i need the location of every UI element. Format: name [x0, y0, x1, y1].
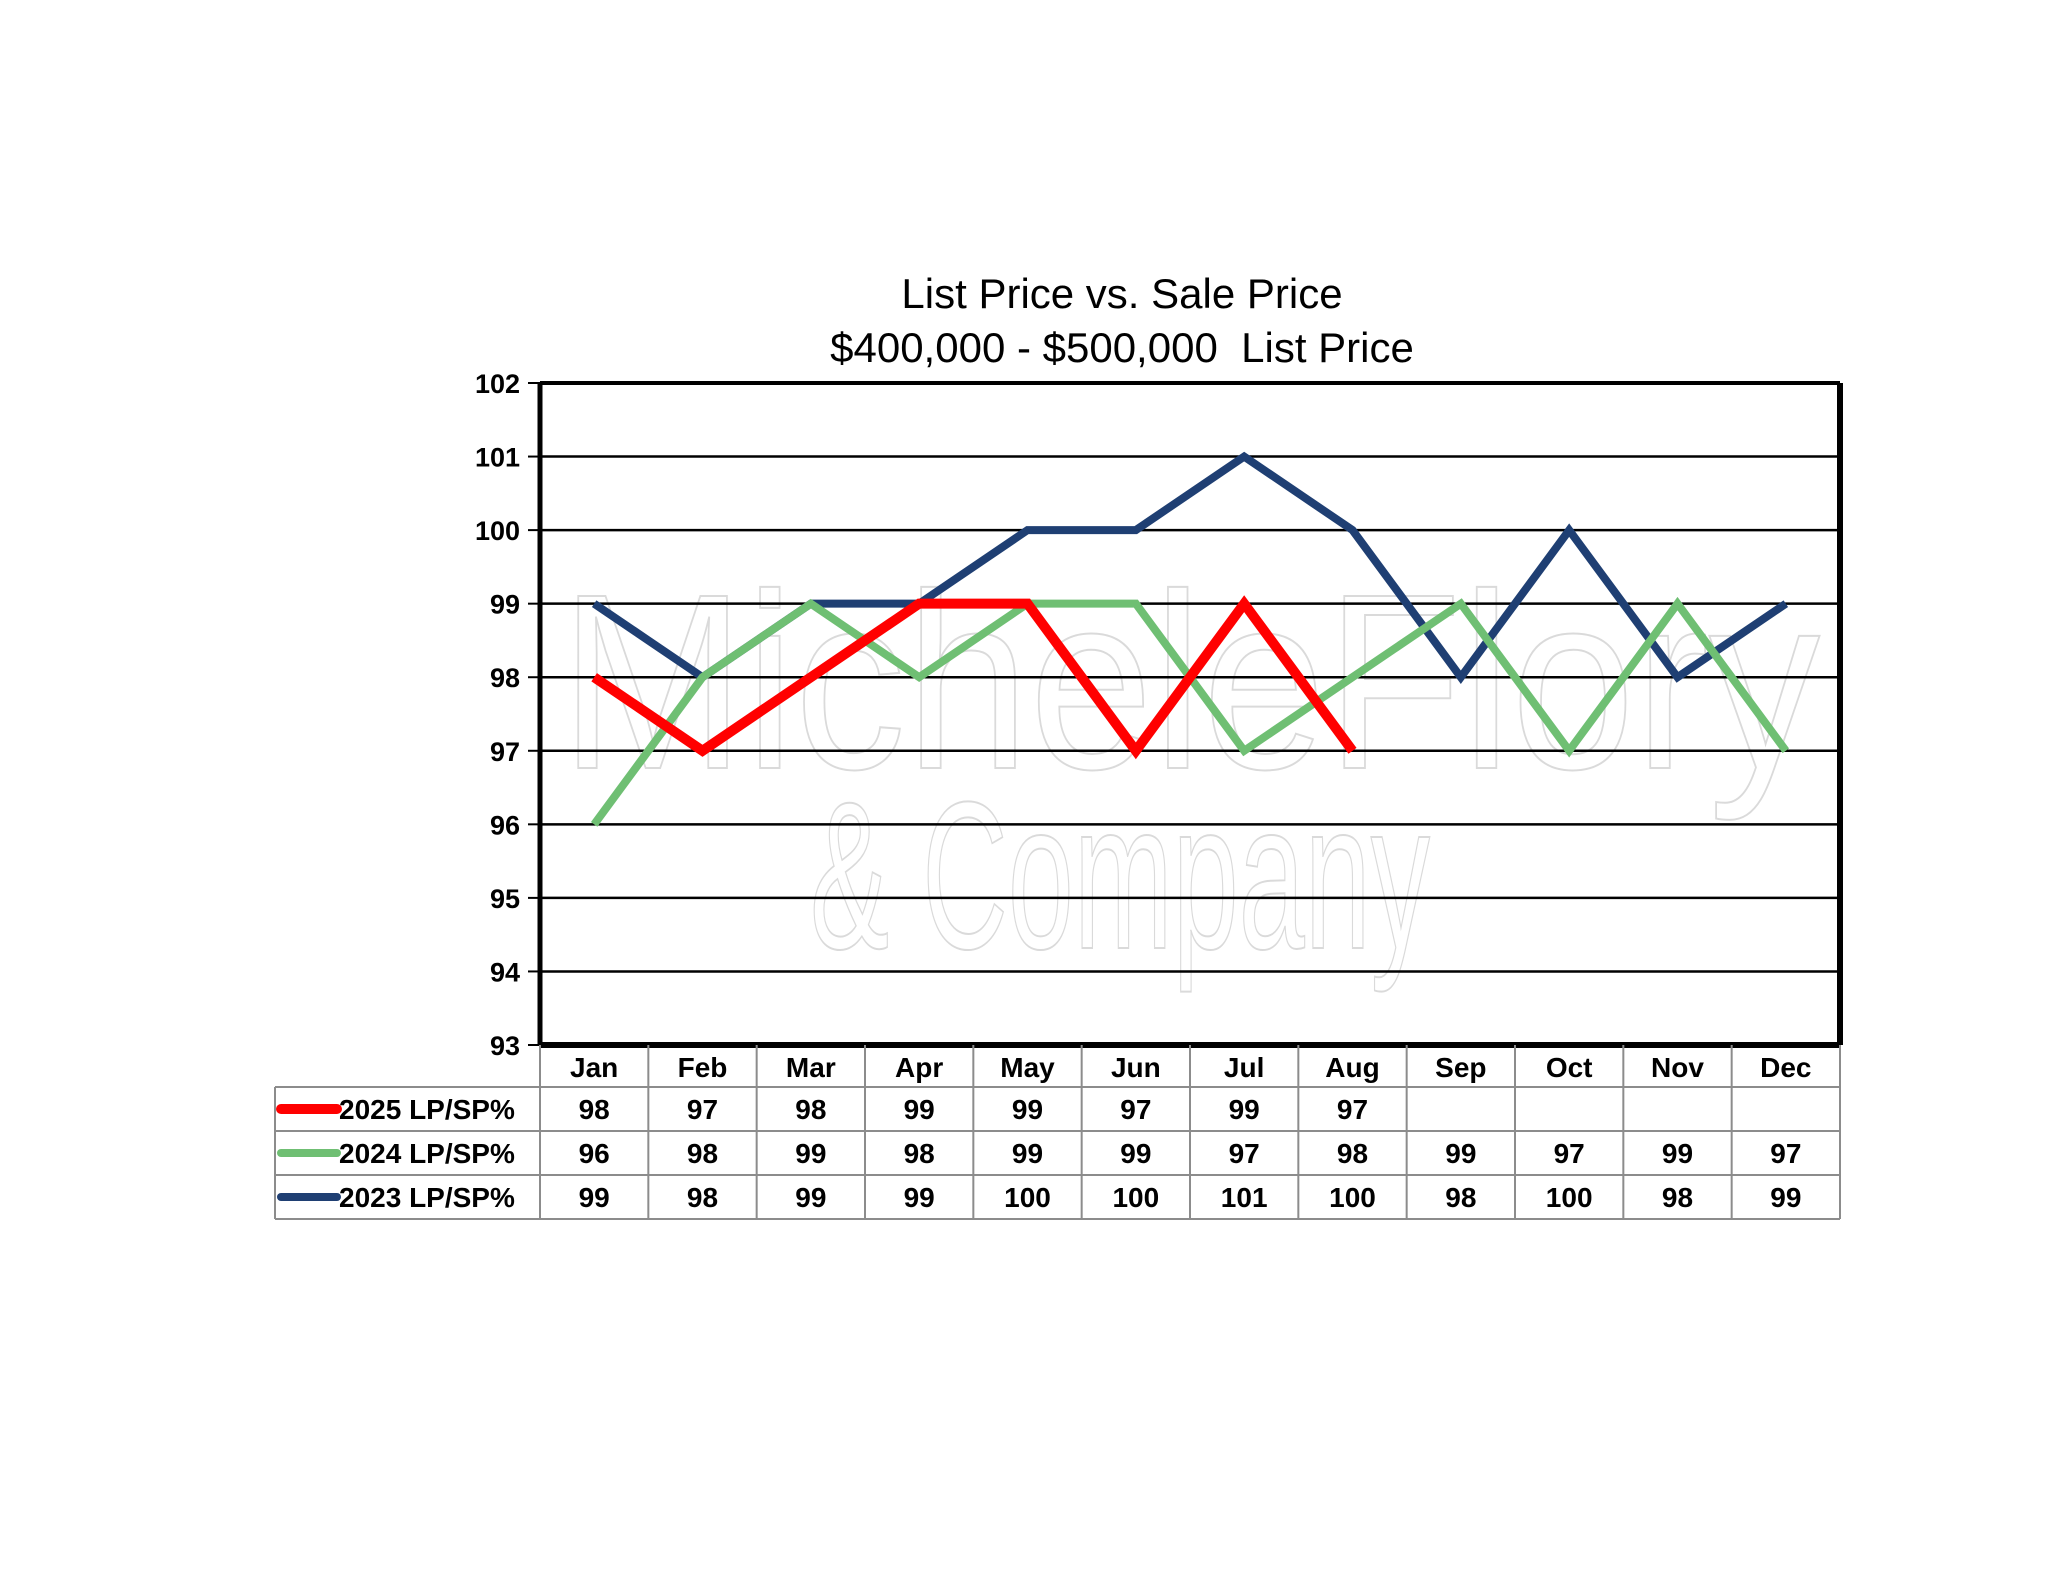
y-tick-label-93: 93: [490, 1031, 520, 1061]
data-label-3-mar: 99: [795, 1182, 826, 1213]
x-tick-label-aug: Aug: [1325, 1052, 1379, 1083]
x-tick-label-oct: Oct: [1546, 1052, 1593, 1083]
data-label-2-mar: 99: [795, 1138, 826, 1169]
chart-subtitle: $400,000 - $500,000 List Price: [830, 324, 1414, 371]
chart-titles: List Price vs. Sale Price $400,000 - $50…: [830, 270, 1414, 371]
data-label-2-aug: 98: [1337, 1138, 1368, 1169]
x-tick-label-jan: Jan: [570, 1052, 618, 1083]
data-label-3-jul: 101: [1221, 1182, 1268, 1213]
data-label-1-feb: 97: [687, 1094, 718, 1125]
data-label-1-apr: 99: [904, 1094, 935, 1125]
y-tick-label-97: 97: [490, 737, 520, 767]
data-table: Jan Feb Mar Apr May Jun Jul Aug Sep Oct Nov Dec 2025…: [274, 1045, 1841, 1220]
data-label-2-jan: 96: [579, 1138, 610, 1169]
x-tick-label-sep: Sep: [1435, 1052, 1486, 1083]
chart-title: List Price vs. Sale Price: [901, 270, 1342, 317]
data-label-3-jan: 99: [579, 1182, 610, 1213]
data-label-2-jun: 99: [1120, 1138, 1151, 1169]
watermark-line2: & Company: [810, 758, 1430, 993]
x-tick-label-dec: Dec: [1760, 1052, 1811, 1083]
y-tick-label-95: 95: [490, 884, 520, 914]
data-label-2-dec: 97: [1770, 1138, 1801, 1169]
y-tick-label-96: 96: [490, 810, 520, 840]
x-tick-label-jul: Jul: [1224, 1052, 1264, 1083]
series-lines: [590, 451, 1790, 827]
x-tick-label-apr: Apr: [895, 1052, 943, 1083]
data-label-1-aug: 97: [1337, 1094, 1368, 1125]
data-label-3-nov: 98: [1662, 1182, 1693, 1213]
data-label-3-may: 100: [1004, 1182, 1051, 1213]
data-label-3-sep: 98: [1445, 1182, 1476, 1213]
data-label-3-apr: 99: [904, 1182, 935, 1213]
data-label-2-apr: 98: [904, 1138, 935, 1169]
legend-label-1: 2025 LP/SP%: [339, 1094, 515, 1125]
series-line-1: [591, 595, 1357, 760]
x-tick-label-mar: Mar: [786, 1052, 836, 1083]
legend-label-3: 2023 LP/SP%: [339, 1182, 515, 1213]
data-label-2-nov: 99: [1662, 1138, 1693, 1169]
y-tick-label-98: 98: [490, 663, 520, 693]
data-label-2-oct: 97: [1554, 1138, 1585, 1169]
data-label-2-may: 99: [1012, 1138, 1043, 1169]
data-label-1-jan: 98: [579, 1094, 610, 1125]
data-label-3-jun: 100: [1112, 1182, 1159, 1213]
gridlines: [540, 455, 1840, 973]
data-label-3-aug: 100: [1329, 1182, 1376, 1213]
data-label-2-jul: 97: [1229, 1138, 1260, 1169]
data-label-1-may: 99: [1012, 1094, 1043, 1125]
data-label-2-feb: 98: [687, 1138, 718, 1169]
x-tick-label-jun: Jun: [1111, 1052, 1161, 1083]
data-label-3-oct: 100: [1546, 1182, 1593, 1213]
data-label-2-sep: 99: [1445, 1138, 1476, 1169]
legend-label-2: 2024 LP/SP%: [339, 1138, 515, 1169]
x-tick-label-feb: Feb: [678, 1052, 728, 1083]
data-label-1-jul: 99: [1229, 1094, 1260, 1125]
x-tick-label-may: May: [1000, 1052, 1055, 1083]
data-label-1-mar: 98: [795, 1094, 826, 1125]
y-tick-label-94: 94: [490, 957, 520, 987]
data-label-3-dec: 99: [1770, 1182, 1801, 1213]
y-tick-label-99: 99: [490, 590, 520, 620]
y-tick-label-100: 100: [475, 516, 520, 546]
data-label-3-feb: 98: [687, 1182, 718, 1213]
data-label-1-jun: 97: [1120, 1094, 1151, 1125]
y-tick-label-102: 102: [475, 369, 520, 399]
y-tick-label-101: 101: [475, 443, 520, 473]
x-tick-label-nov: Nov: [1651, 1052, 1704, 1083]
